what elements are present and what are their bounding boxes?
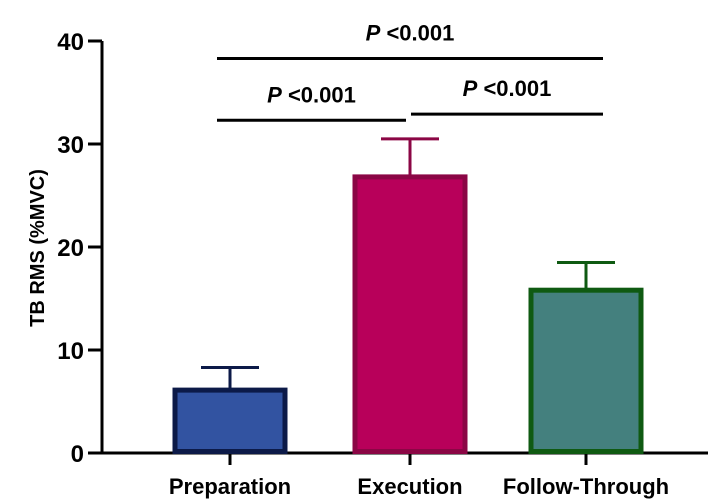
y-tick-label: 20: [57, 235, 84, 262]
x-tick-label: Follow-Through: [503, 474, 669, 499]
axes: 0 10 20 30 40 Preparation Execution Follow-Thro…: [57, 29, 708, 499]
bar-follow-through: [528, 287, 644, 455]
y-tick-label: 40: [57, 29, 84, 56]
bar-preparation: [172, 387, 288, 454]
significance-label: P <0.001: [366, 21, 455, 46]
x-tick-label: Preparation: [169, 474, 291, 499]
y-tick-label: 0: [71, 441, 84, 468]
significance-label: P <0.001: [463, 76, 552, 101]
y-tick-label: 10: [57, 338, 84, 365]
significance-label: P <0.001: [267, 82, 356, 107]
bars: [172, 137, 644, 455]
y-tick-label: 30: [57, 132, 84, 159]
y-axis-label: TB RMS (%MVC): [27, 169, 49, 327]
bar-execution: [352, 174, 468, 454]
x-tick-label: Execution: [357, 474, 462, 499]
significance-annotations: P <0.001 P <0.001 P <0.001: [217, 21, 603, 122]
